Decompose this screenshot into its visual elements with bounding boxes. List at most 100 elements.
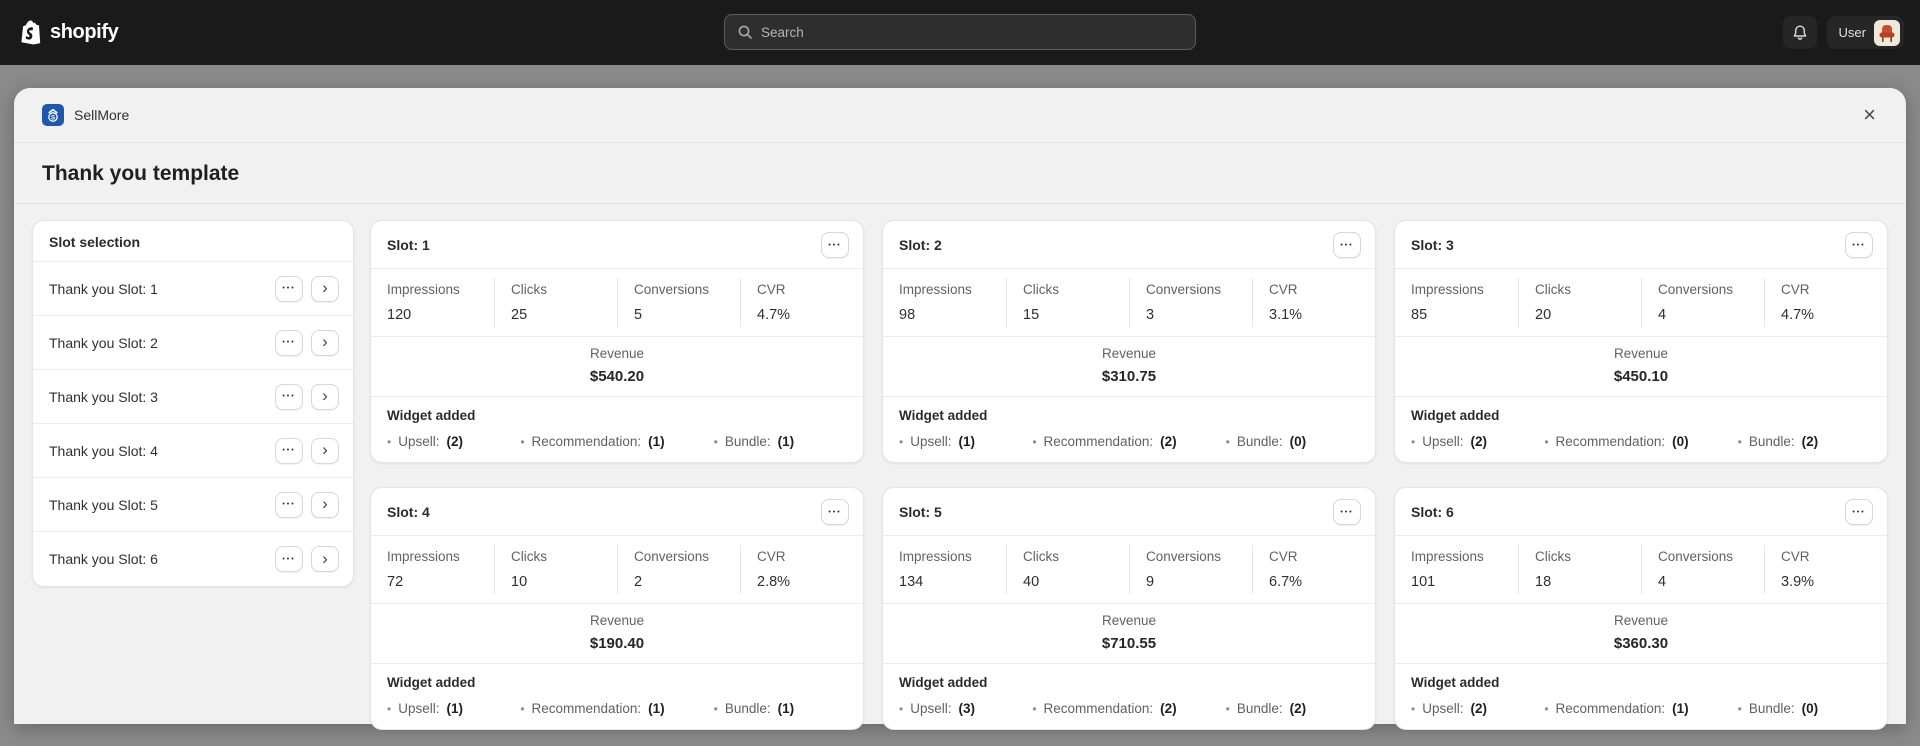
chevron-right-icon: ›	[322, 386, 328, 405]
slot-card-header: Slot: 3 •••	[1395, 221, 1887, 269]
metric-conversions: Conversions 5	[617, 278, 740, 327]
metric-label: Clicks	[1023, 549, 1059, 564]
metric-cvr: CVR 6.7%	[1252, 545, 1375, 594]
widget-label: Recommendation:	[531, 434, 642, 449]
app-header: S SellMore ×	[14, 88, 1906, 143]
metric-value: 3.1%	[1269, 307, 1303, 323]
slot-row-open-button[interactable]: ›	[311, 383, 339, 410]
widget-added-section: Widget added • Upsell: (2) • Recommendat…	[1395, 664, 1887, 729]
metric-value: 5	[634, 307, 643, 323]
slot-row-menu-button[interactable]: •••	[275, 437, 303, 464]
metric-label: Conversions	[1146, 549, 1222, 564]
svg-text:S: S	[51, 114, 56, 121]
slot-card: Slot: 4 ••• Impressions 72 Clicks 10 Con…	[370, 487, 864, 730]
widget-count: (1)	[777, 434, 795, 449]
widget-count: (2)	[1470, 434, 1487, 449]
metrics-row: Impressions 134 Clicks 40 Conversions 9 …	[883, 536, 1375, 604]
slot-card-menu-button[interactable]: •••	[821, 499, 849, 525]
widget-label: Bundle:	[724, 434, 771, 449]
widget-added-section: Widget added • Upsell: (1) • Recommendat…	[883, 397, 1375, 462]
slot-row-open-button[interactable]: ›	[311, 546, 339, 572]
bullet-icon: •	[1411, 434, 1416, 449]
slot-row-label: Thank you Slot: 1	[49, 280, 158, 297]
slot-row-menu-button[interactable]: •••	[275, 275, 303, 302]
close-button[interactable]: ×	[1859, 100, 1880, 130]
widget-count: (2)	[1801, 434, 1819, 449]
slot-row-open-button[interactable]: ›	[311, 437, 339, 464]
widget-label: Upsell:	[398, 701, 440, 716]
slot-selection-row[interactable]: Thank you Slot: 2 ••• ›	[33, 316, 353, 370]
slot-card-header: Slot: 1 •••	[371, 221, 863, 269]
slot-card-title: Slot: 6	[1411, 504, 1454, 520]
widget-item-recommendation: • Recommendation: (0)	[1544, 434, 1737, 449]
slot-selection-row[interactable]: Thank you Slot: 3 ••• ›	[33, 370, 353, 424]
slot-card-menu-button[interactable]: •••	[821, 232, 849, 258]
widget-items: • Upsell: (2) • Recommendation: (0) • Bu…	[1411, 434, 1871, 449]
slot-row-label: Thank you Slot: 6	[49, 551, 158, 567]
slot-card-menu-button[interactable]: •••	[1845, 499, 1873, 525]
metric-label: CVR	[1269, 549, 1298, 564]
slot-selection-row[interactable]: Thank you Slot: 1 ••• ›	[33, 262, 353, 316]
search-bar[interactable]: Search	[724, 14, 1196, 50]
widget-label: Upsell:	[398, 434, 440, 449]
widget-items: • Upsell: (2) • Recommendation: (1) • Bu…	[1411, 701, 1871, 716]
widget-item-upsell: • Upsell: (3)	[899, 701, 1032, 716]
revenue-section: Revenue $310.75	[883, 337, 1375, 397]
widget-count: (2)	[446, 434, 463, 449]
metric-cvr: CVR 3.1%	[1252, 278, 1375, 327]
revenue-section: Revenue $360.30	[1395, 604, 1887, 664]
ellipsis-icon: •••	[282, 285, 296, 292]
revenue-label: Revenue	[589, 346, 645, 361]
widget-label: Bundle:	[1748, 701, 1795, 716]
content-area: Slot selection Thank you Slot: 1 ••• › T…	[14, 204, 1906, 746]
bullet-icon: •	[1225, 701, 1230, 716]
widget-item-recommendation: • Recommendation: (1)	[520, 434, 713, 449]
slot-row-open-button[interactable]: ›	[311, 491, 339, 518]
widget-item-bundle: • Bundle: (0)	[1226, 434, 1359, 449]
widget-count: (1)	[958, 434, 975, 449]
metrics-row: Impressions 120 Clicks 25 Conversions 5 …	[371, 269, 863, 337]
metric-value: 101	[1411, 574, 1436, 590]
widget-label: Upsell:	[910, 434, 952, 449]
slot-row-menu-button[interactable]: •••	[275, 491, 303, 518]
revenue-label: Revenue	[1613, 613, 1669, 628]
shopify-wordmark: shopify	[50, 21, 119, 43]
slot-card-header: Slot: 5 •••	[883, 488, 1375, 536]
slot-row-menu-button[interactable]: •••	[275, 546, 303, 572]
metric-label: CVR	[1781, 282, 1810, 297]
metric-value: 6.7%	[1269, 574, 1303, 590]
slot-selection-row[interactable]: Thank you Slot: 4 ••• ›	[33, 424, 353, 478]
bullet-icon: •	[1737, 701, 1742, 716]
metric-impressions: Impressions 134	[883, 545, 1006, 594]
slot-row-menu-button[interactable]: •••	[275, 383, 303, 410]
widget-item-upsell: • Upsell: (2)	[1411, 434, 1544, 449]
slot-selection-row[interactable]: Thank you Slot: 6 ••• ›	[33, 532, 353, 586]
slot-row-open-button[interactable]: ›	[311, 329, 339, 356]
metric-label: Conversions	[1146, 282, 1222, 297]
user-menu-button[interactable]: User	[1826, 16, 1904, 49]
revenue-label: Revenue	[1101, 346, 1157, 361]
widget-count: (1)	[1672, 701, 1689, 716]
slot-card: Slot: 1 ••• Impressions 120 Clicks 25 Co…	[370, 220, 864, 463]
slot-row-open-button[interactable]: ›	[311, 275, 339, 302]
slot-card-menu-button[interactable]: •••	[1333, 232, 1361, 258]
widget-label: Recommendation:	[1043, 701, 1154, 716]
shopify-logo: shopify	[20, 19, 119, 46]
metric-value: 134	[899, 574, 924, 590]
slot-row-menu-button[interactable]: •••	[275, 329, 303, 356]
revenue-value: $450.10	[1613, 368, 1669, 385]
metric-value: 4	[1658, 574, 1667, 590]
slot-card-menu-button[interactable]: •••	[1333, 499, 1361, 525]
widget-label: Bundle:	[724, 701, 771, 716]
slot-card-title: Slot: 1	[387, 237, 430, 253]
slot-row-label: Thank you Slot: 2	[49, 334, 158, 351]
chevron-right-icon: ›	[322, 494, 328, 513]
revenue-section: Revenue $540.20	[371, 337, 863, 397]
notifications-button[interactable]	[1782, 16, 1817, 49]
slot-selection-row[interactable]: Thank you Slot: 5 ••• ›	[33, 478, 353, 532]
bullet-icon: •	[1032, 434, 1037, 449]
page-title: Thank you template	[42, 162, 240, 185]
sellmore-app-icon: S	[42, 104, 64, 126]
slot-card-menu-button[interactable]: •••	[1845, 232, 1873, 258]
metric-value: 85	[1411, 307, 1428, 323]
